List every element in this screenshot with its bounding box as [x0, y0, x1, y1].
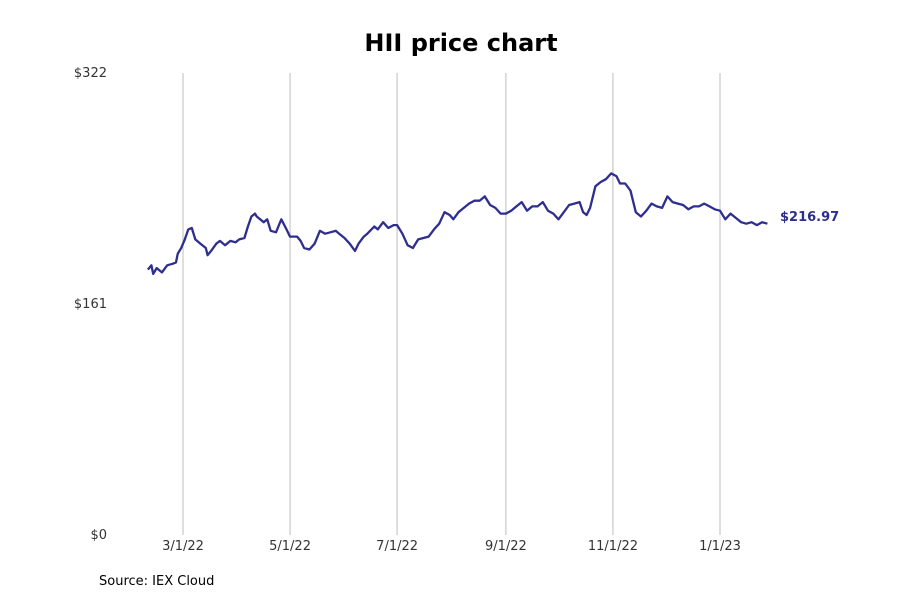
chart-title: HII price chart — [364, 29, 557, 57]
price-line — [147, 172, 768, 276]
x-tick-label: 1/1/23 — [699, 539, 741, 554]
x-axis-ticks: 3/1/22 5/1/22 7/1/22 9/1/22 11/1/22 1/1/23 — [162, 539, 741, 554]
y-axis-ticks: $0 $161 $322 — [74, 66, 107, 543]
x-tick-label: 7/1/22 — [376, 539, 418, 554]
x-tick-label: 5/1/22 — [269, 539, 311, 554]
last-price-label: $216.97 — [780, 210, 839, 225]
x-tick-label: 11/1/22 — [588, 539, 638, 554]
y-tick-label: $161 — [74, 297, 107, 312]
x-tick-label: 9/1/22 — [485, 539, 527, 554]
source-label: Source: IEX Cloud — [99, 574, 215, 589]
x-tick-label: 3/1/22 — [162, 539, 204, 554]
gridlines — [182, 73, 721, 535]
y-tick-label: $322 — [74, 66, 107, 81]
y-tick-label: $0 — [90, 528, 107, 543]
